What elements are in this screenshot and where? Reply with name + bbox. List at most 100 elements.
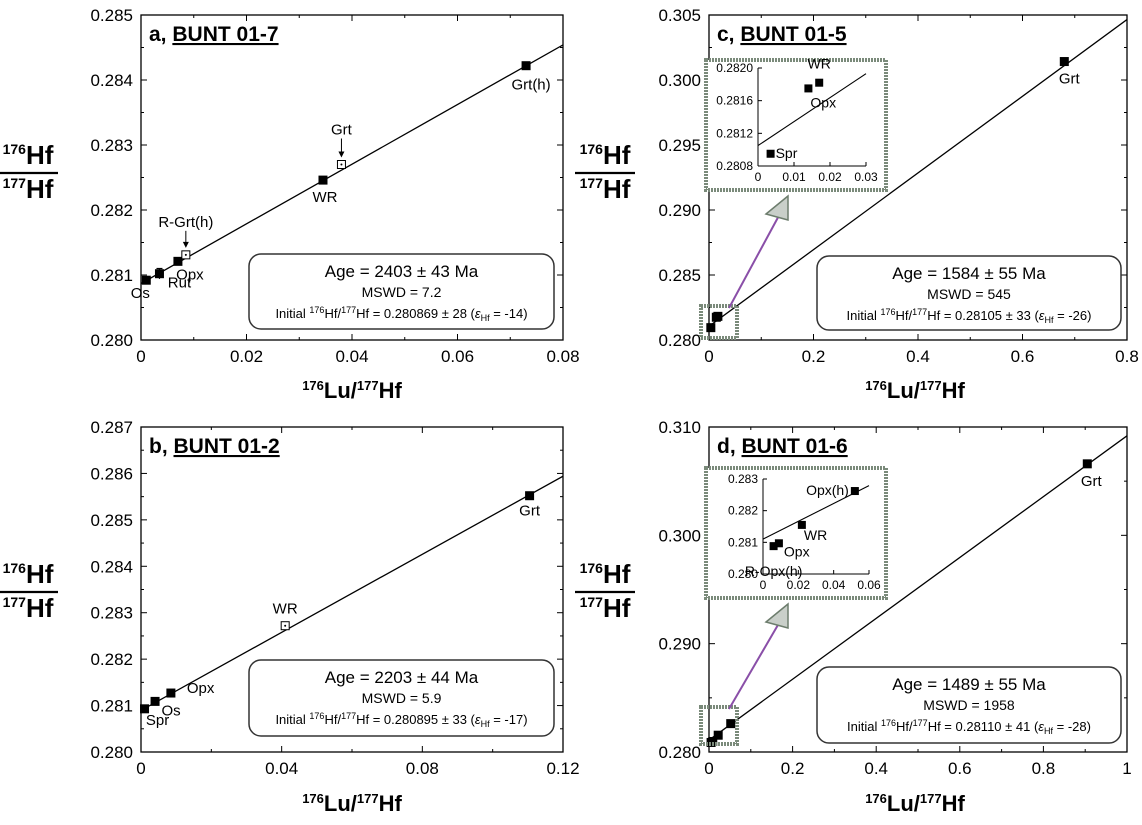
results-box: [816, 666, 1122, 744]
panel-title: c, BUNT 01-5: [717, 23, 847, 46]
data-point: [318, 175, 328, 185]
data-point: [150, 696, 160, 706]
inset-frame: [704, 58, 888, 192]
x-tick-label: 0.08: [546, 347, 579, 366]
y-axis-label: 176Hf 177Hf: [0, 559, 58, 623]
isochron-line: [141, 44, 563, 285]
x-tick-label: 0.4: [864, 759, 888, 778]
y-label-denominator: 177Hf: [580, 593, 631, 623]
data-point: [140, 704, 150, 714]
isochron-line: [709, 19, 1127, 327]
inset-x-tick-label: 0.01: [782, 170, 806, 184]
y-tick-label: 0.300: [658, 71, 701, 90]
y-tick-label: 0.310: [658, 418, 701, 437]
y-tick-label: 0.281: [90, 266, 133, 285]
inset-x-tick-label: 0.04: [822, 578, 846, 592]
data-point: [141, 275, 151, 285]
inset-point-label: R-Opx(h): [745, 563, 803, 579]
y-tick-label: 0.290: [658, 201, 701, 220]
y-label-denominator: 177Hf: [3, 593, 54, 623]
y-tick-label: 0.305: [658, 6, 701, 25]
y-tick-label: 0.280: [90, 743, 133, 762]
point-label: Grt: [331, 122, 353, 139]
x-tick-label: 0.2: [781, 759, 805, 778]
data-point: [708, 736, 718, 746]
inset-point-label: Spr: [776, 145, 798, 161]
inset-data-point: [797, 520, 806, 529]
initial-ratio-text: Initial 176Hf/177Hf = 0.280895 ± 33 (εHf…: [275, 711, 527, 729]
data-point-dot: [184, 253, 187, 256]
x-tick-label: 0.08: [406, 759, 439, 778]
isochron-line: [709, 435, 1127, 741]
data-point: [525, 491, 535, 501]
y-tick-label: 0.281: [90, 697, 133, 716]
x-tick-label: 0: [136, 759, 145, 778]
results-box: [248, 659, 555, 737]
age-text: Age = 2403 ± 43 Ma: [325, 262, 479, 281]
inset-y-tick-label: 0.282: [728, 504, 758, 518]
isochron-line: [141, 475, 563, 712]
y-axis-label: 176Hf 177Hf: [0, 140, 58, 204]
y-tick-label: 0.300: [658, 526, 701, 545]
y-tick-label: 0.283: [90, 604, 133, 623]
data-point: [154, 269, 164, 279]
y-tick-label: 0.286: [90, 464, 133, 483]
point-label: Opx: [176, 266, 204, 283]
x-tick-label: 1: [1122, 759, 1131, 778]
inset-plot: 0.280 0.281 0.282 0.283 0 0.02 0.04 0.06 R-Opx(h…: [699, 466, 888, 746]
inset-point-label: Opx: [810, 94, 836, 110]
chart-panel: 0.280 0.281 0.282 0.283 0.284 0.285 0 0.02 0.04 0…: [0, 6, 580, 403]
y-tick-label: 0.285: [658, 266, 701, 285]
label-arrowhead: [338, 151, 345, 158]
chart-panel: 0.280 0.285 0.290 0.295 0.300 0.305 0 0.2 0.4 0.6…: [575, 6, 1139, 403]
inset-point-label: WR: [808, 56, 831, 72]
inset-y-tick-label: 0.2816: [716, 94, 753, 108]
data-point-dot: [284, 624, 287, 627]
data-point: [173, 256, 183, 266]
inset-x-tick-label: 0: [755, 170, 762, 184]
inset-x-tick-label: 0.02: [818, 170, 842, 184]
y-label-numerator: 176Hf: [580, 559, 631, 589]
inset-y-tick-label: 0.2808: [716, 159, 753, 173]
x-tick-label: 0: [704, 759, 713, 778]
x-tick-label: 0.6: [948, 759, 972, 778]
y-axis-label: 176Hf 177Hf: [575, 559, 635, 623]
y-tick-label: 0.287: [90, 418, 133, 437]
inset-data-point: [850, 487, 859, 496]
x-tick-label: 0.02: [230, 347, 263, 366]
point-label: Os: [161, 702, 180, 719]
mswd-text: MSWD = 7.2: [362, 284, 442, 300]
inset-y-tick-label: 0.281: [728, 535, 758, 549]
point-label: Grt: [1059, 71, 1081, 88]
point-label: Spr: [146, 712, 169, 729]
inset-y-tick-label: 0.2812: [716, 126, 753, 140]
x-tick-label: 0.8: [1115, 347, 1139, 366]
inset-point-label: Opx(h): [806, 482, 849, 498]
inset-x-tick-label: 0.03: [854, 170, 878, 184]
x-tick-label: 0: [136, 347, 145, 366]
chart-panel: 0.280 0.281 0.282 0.283 0.284 0.285 0.286 0.287…: [0, 418, 580, 816]
y-tick-label: 0.290: [658, 635, 701, 654]
y-label-denominator: 177Hf: [580, 174, 631, 204]
results-box: [816, 255, 1122, 331]
data-point: [1059, 57, 1069, 67]
y-tick-label: 0.283: [90, 136, 133, 155]
inset-point-label: WR: [804, 527, 827, 543]
zoom-box: [699, 304, 739, 340]
data-point: [521, 61, 531, 71]
initial-ratio-text: Initial 176Hf/177Hf = 0.280869 ± 28 (εHf…: [275, 305, 527, 323]
panel-title: a, BUNT 01-7: [149, 23, 279, 46]
point-label: Grt: [519, 503, 541, 520]
zoom-arrowhead: [764, 194, 789, 221]
inset-data-point: [804, 84, 813, 93]
data-point: [713, 311, 723, 321]
inset-y-tick-label: 0.2820: [716, 61, 753, 75]
point-label: Grt(h): [511, 77, 550, 94]
inset-y-tick-label: 0.280: [728, 567, 758, 581]
x-tick-label: 0.2: [802, 347, 826, 366]
x-tick-label: 0.12: [546, 759, 579, 778]
y-tick-label: 0.280: [658, 743, 701, 762]
age-text: Age = 1489 ± 55 Ma: [892, 675, 1046, 694]
zoom-box: [699, 705, 739, 746]
y-label-numerator: 176Hf: [3, 140, 54, 170]
